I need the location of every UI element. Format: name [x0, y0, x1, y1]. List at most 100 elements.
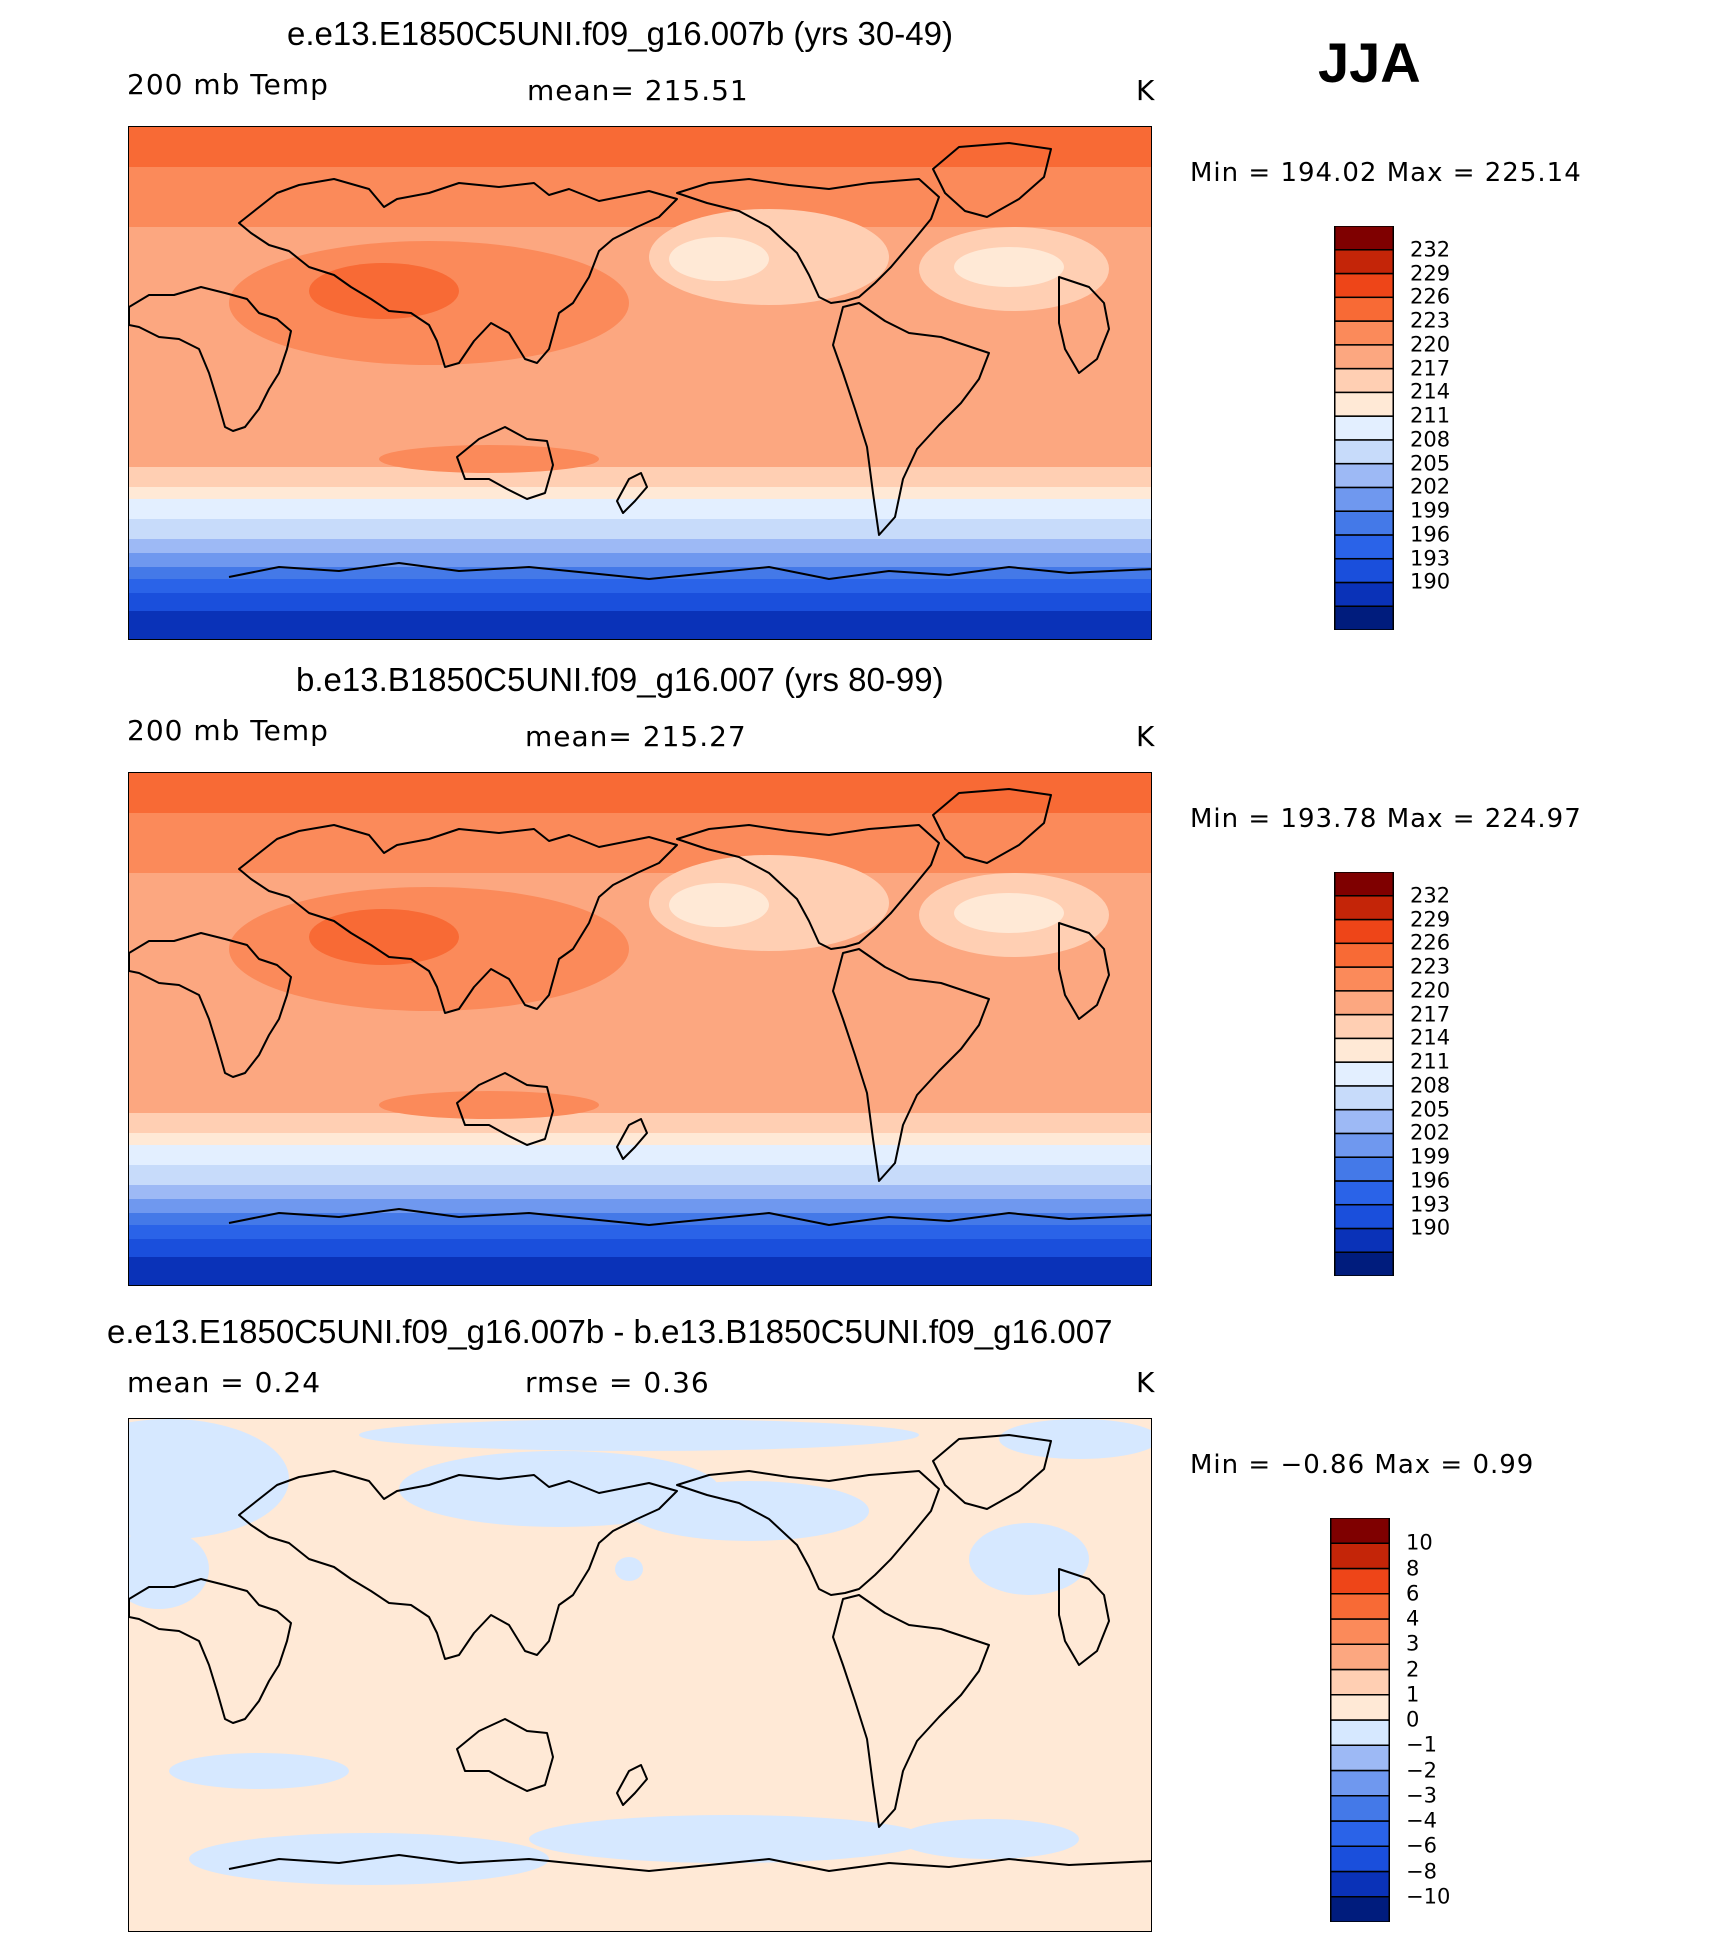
panel1-map-band-4 — [129, 467, 1151, 487]
panel1-colorbar-tick-4: 220 — [1410, 332, 1451, 357]
panel2-colorbar-tick-1: 229 — [1410, 907, 1451, 932]
panel2-map-band-4 — [129, 1113, 1151, 1133]
panel3-map-neg-region-2 — [629, 1481, 869, 1541]
panel2-map-atlantic-core — [954, 893, 1064, 933]
panel3-map-neg-region-11 — [615, 1557, 643, 1581]
panel2-map-coastline-5 — [932, 788, 1052, 864]
panel3-colorbar-swatch-15 — [1330, 1518, 1390, 1544]
panel1-colorbar-tick-9: 205 — [1410, 451, 1451, 476]
panel2-colorbar-tick-10: 202 — [1410, 1120, 1451, 1145]
panel1-colorbar-swatch-8 — [1334, 415, 1394, 441]
panel1-colorbar-swatch-9 — [1334, 391, 1394, 417]
panel3-map-coastline-8 — [616, 1764, 648, 1806]
panel2-map-aus-band — [379, 1091, 599, 1119]
panel3-map-coastline-0 — [238, 1470, 678, 1660]
panel1-colorbar-swatch-15 — [1334, 249, 1394, 275]
panel2-map-band-8 — [129, 1185, 1151, 1199]
panel3-map-neg-region-6 — [899, 1819, 1079, 1859]
panel1-map-band-10 — [129, 567, 1151, 579]
panel3-map-coastline-3 — [676, 1470, 940, 1596]
panel2-min: Min = 193.78 — [1190, 804, 1378, 834]
panel1-colorbar-tick-10: 202 — [1410, 474, 1451, 499]
panel2-colorbar-tick-13: 193 — [1410, 1192, 1451, 1217]
panel1-map-coastline-6 — [228, 562, 1151, 580]
panel2-map-tibet-core — [309, 909, 459, 965]
panel1-map-pacific-high — [649, 209, 889, 305]
panel3-max: Max = 0.99 — [1374, 1450, 1535, 1480]
panel1-map — [128, 126, 1152, 640]
panel1-map-band-8 — [129, 539, 1151, 553]
panel3-map-neg-region-7 — [169, 1753, 349, 1789]
panel2-colorbar-swatch-8 — [1334, 1061, 1394, 1087]
panel3-colorbar-tick-5: 2 — [1406, 1657, 1420, 1681]
panel1-map-coastline-4 — [832, 302, 990, 536]
panel1-map-coastline-3 — [676, 178, 940, 304]
panel1-mean: mean= 215.51 — [527, 74, 749, 107]
panel2-colorbar-tick-4: 220 — [1410, 978, 1451, 1003]
panel1-colorbar-swatch-4 — [1334, 510, 1394, 536]
panel2-colorbar-swatch-9 — [1334, 1037, 1394, 1063]
panel2-map-coastline-1 — [129, 932, 292, 1078]
panel3-map-neg-region-10 — [129, 1529, 209, 1609]
panel2-map — [128, 772, 1152, 1286]
panel1-map-band-11 — [129, 579, 1151, 593]
panel1-units: K — [1136, 74, 1156, 107]
panel2-colorbar: 232 229 226 223 220 217 214 211 208 205 202 199 196 1… — [1334, 872, 1450, 1276]
panel1-map-coastline-7 — [1058, 276, 1110, 374]
panel1-colorbar-tick-13: 193 — [1410, 546, 1451, 571]
panel1-map-coastline-0 — [238, 178, 678, 368]
panel3-map-coastline-2 — [456, 1718, 554, 1792]
panel2-colorbar-tick-9: 205 — [1410, 1097, 1451, 1122]
panel2-colorbar-tick-7: 211 — [1410, 1049, 1451, 1074]
panel1-colorbar-swatch-13 — [1334, 296, 1394, 322]
panel2-map-band-13 — [129, 1257, 1151, 1285]
panel2-colorbar-swatch-3 — [1334, 1180, 1394, 1206]
panel2-colorbar-swatch-16 — [1334, 872, 1394, 897]
panel2-colorbar-swatch-5 — [1334, 1132, 1394, 1158]
panel2-map-band-5 — [129, 1133, 1151, 1145]
panel3-colorbar-tick-8: −1 — [1406, 1732, 1437, 1757]
panel3-colorbar-tick-1: 8 — [1406, 1556, 1420, 1580]
panel1-map-coastline-5 — [932, 142, 1052, 218]
panel2-map-band-11 — [129, 1225, 1151, 1239]
panel3-colorbar-swatch-9 — [1330, 1668, 1390, 1696]
panel2-colorbar-swatch-0 — [1334, 1251, 1394, 1276]
panel2-colorbar-tick-12: 196 — [1410, 1168, 1451, 1193]
panel1-map-band-6 — [129, 499, 1151, 519]
panel2-map-coastline-7 — [1058, 922, 1110, 1020]
panel3-colorbar-tick-0: 10 — [1406, 1530, 1433, 1555]
panel1-map-band-9 — [129, 553, 1151, 567]
panel3-colorbar-swatch-14 — [1330, 1542, 1390, 1570]
panel3-rmse: rmse = 0.36 — [525, 1366, 710, 1399]
panel2-map-band-9 — [129, 1199, 1151, 1213]
panel2-colorbar-swatch-2 — [1334, 1203, 1394, 1230]
panel1-colorbar-tick-0: 232 — [1410, 237, 1451, 262]
panel1-map-band-7 — [129, 519, 1151, 539]
panel2-map-pacific-high — [649, 855, 889, 951]
panel1-colorbar-tick-2: 226 — [1410, 284, 1451, 309]
season-label: JJA — [1318, 31, 1421, 94]
panel1-colorbar: 232 229 226 223 220 217 214 211 208 205 202 199 196 1… — [1334, 226, 1450, 630]
panel3-colorbar-tick-14: −10 — [1406, 1884, 1451, 1909]
panel3-colorbar-swatch-5 — [1330, 1769, 1390, 1797]
panel3-map-coastline-7 — [1058, 1568, 1110, 1666]
panel3-colorbar-tick-12: −6 — [1406, 1833, 1437, 1858]
panel2-colorbar-swatch-15 — [1334, 895, 1394, 921]
panel3-mean: mean = 0.24 — [127, 1366, 322, 1399]
panel2-map-pacific-core — [669, 883, 769, 927]
panel3-colorbar-tick-7: 0 — [1406, 1707, 1420, 1732]
panel1-map-aus-band — [379, 445, 599, 473]
panel1-colorbar-swatch-0 — [1334, 605, 1394, 630]
panel1-colorbar-swatch-12 — [1334, 320, 1394, 346]
panel2-colorbar-tick-0: 232 — [1410, 883, 1451, 908]
panel2-map-band-7 — [129, 1165, 1151, 1185]
panel3-map-coastline-6 — [228, 1854, 1151, 1872]
panel3-units: K — [1136, 1366, 1156, 1399]
panel1-colorbar-tick-3: 223 — [1410, 308, 1451, 333]
panel2-colorbar-swatch-6 — [1334, 1108, 1394, 1135]
panel3-colorbar-swatch-3 — [1330, 1820, 1390, 1847]
panel2-colorbar-tick-5: 217 — [1410, 1002, 1451, 1027]
panel3-colorbar-swatch-4 — [1330, 1795, 1390, 1822]
panel2-map-coastline-8 — [616, 1118, 648, 1160]
panel3-colorbar-tick-3: 4 — [1406, 1606, 1420, 1631]
